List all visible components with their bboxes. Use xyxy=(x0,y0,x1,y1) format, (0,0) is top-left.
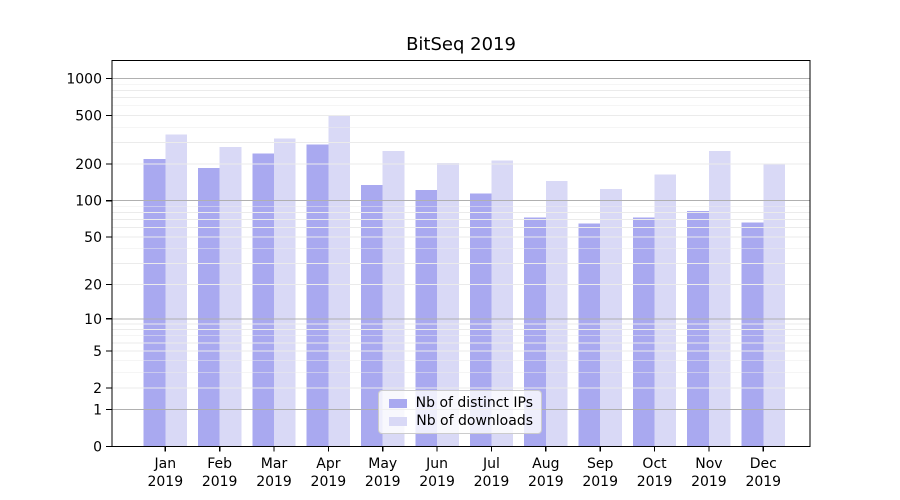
x-tick-year-nov: 2019 xyxy=(691,474,727,490)
x-tick-label-feb: Feb xyxy=(207,456,232,472)
bar-apr-distinct-ips xyxy=(306,144,329,447)
y-tick-label-100: 100 xyxy=(75,194,102,210)
y-tick-label-200: 200 xyxy=(75,157,102,173)
y-tick-label-500: 500 xyxy=(75,108,102,124)
legend: Nb of distinct IPs Nb of downloads xyxy=(378,390,542,434)
bar-nov-downloads xyxy=(708,151,731,447)
y-tick-label-50: 50 xyxy=(84,230,102,246)
bar-aug-downloads xyxy=(545,181,568,447)
x-tick-label-aug: Aug xyxy=(532,456,559,472)
x-tick-label-jun: Jun xyxy=(425,456,448,472)
bar-feb-downloads xyxy=(219,147,242,447)
x-tick-label-jan: Jan xyxy=(154,456,177,472)
x-tick-label-may: May xyxy=(368,456,397,472)
y-tick-label-20: 20 xyxy=(84,277,102,293)
x-tick-year-jan: 2019 xyxy=(147,474,183,490)
x-tick-year-oct: 2019 xyxy=(637,474,673,490)
legend-swatch-downloads xyxy=(389,416,408,426)
y-tick-label-2: 2 xyxy=(93,381,102,397)
bar-aug-distinct-ips xyxy=(524,217,546,447)
x-tick-label-jul: Jul xyxy=(482,456,500,472)
bar-mar-distinct-ips xyxy=(252,153,275,447)
bar-sep-distinct-ips xyxy=(578,223,601,447)
bar-nov-distinct-ips xyxy=(687,211,709,447)
bar-oct-distinct-ips xyxy=(632,217,655,447)
bar-jul-downloads xyxy=(491,160,514,447)
x-tick-label-sep: Sep xyxy=(587,456,614,472)
x-tick-year-may: 2019 xyxy=(365,474,401,490)
x-tick-label-mar: Mar xyxy=(261,456,288,472)
axes-spines xyxy=(111,59,811,448)
bar-feb-distinct-ips xyxy=(197,168,220,447)
bar-jan-distinct-ips xyxy=(143,159,166,447)
x-tick-year-jun: 2019 xyxy=(419,474,455,490)
bar-jan-downloads xyxy=(165,134,187,447)
x-tick-year-aug: 2019 xyxy=(528,474,564,490)
x-tick-year-sep: 2019 xyxy=(582,474,618,490)
legend-item-distinct-ips: Nb of distinct IPs xyxy=(389,395,533,411)
y-tick-label-0: 0 xyxy=(93,440,102,456)
y-tick-label-1000: 1000 xyxy=(66,72,102,88)
bar-mar-downloads xyxy=(274,138,296,447)
bar-dec-distinct-ips xyxy=(741,222,764,447)
x-tick-label-apr: Apr xyxy=(316,456,340,472)
bar-jul-distinct-ips xyxy=(469,193,492,447)
chart-title: BitSeq 2019 xyxy=(406,34,516,55)
legend-label-distinct-ips: Nb of distinct IPs xyxy=(415,395,533,411)
x-tick-year-dec: 2019 xyxy=(745,474,781,490)
x-tick-label-oct: Oct xyxy=(642,456,667,472)
legend-item-downloads: Nb of downloads xyxy=(389,413,533,429)
x-tick-label-dec: Dec xyxy=(750,456,777,472)
x-tick-year-mar: 2019 xyxy=(256,474,292,490)
bar-apr-downloads xyxy=(328,115,351,447)
bar-dec-downloads xyxy=(763,164,785,447)
legend-swatch-distinct-ips xyxy=(389,398,407,408)
x-tick-year-feb: 2019 xyxy=(202,474,238,490)
x-tick-label-nov: Nov xyxy=(695,456,722,472)
x-tick-year-jul: 2019 xyxy=(474,474,510,490)
y-tick-label-1: 1 xyxy=(93,403,102,419)
bar-jun-downloads xyxy=(437,162,459,447)
x-tick-year-apr: 2019 xyxy=(311,474,347,490)
bar-may-distinct-ips xyxy=(361,184,383,447)
y-tick-label-5: 5 xyxy=(93,344,102,360)
y-tick-label-10: 10 xyxy=(84,312,102,328)
bar-sep-downloads xyxy=(600,188,622,447)
bar-oct-downloads xyxy=(654,174,677,447)
legend-label-downloads: Nb of downloads xyxy=(416,413,533,429)
